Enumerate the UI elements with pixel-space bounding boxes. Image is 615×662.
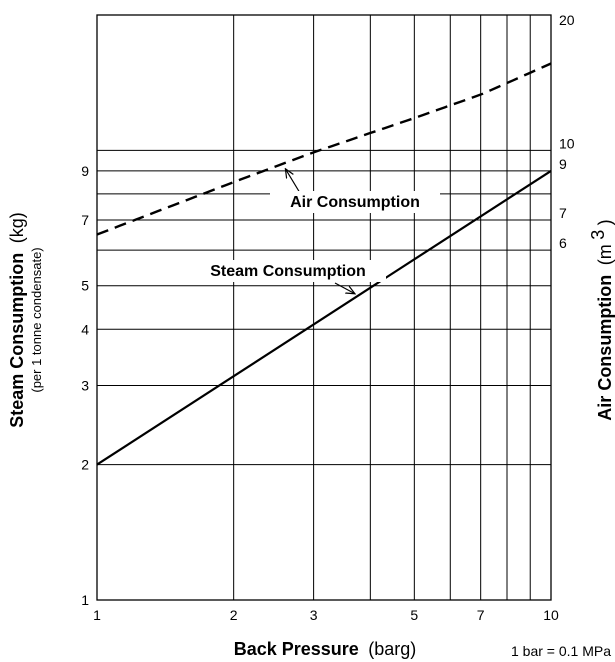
left-tick-label: 9: [81, 163, 89, 179]
left-tick-label: 3: [81, 377, 89, 393]
x-tick-label: 1: [93, 607, 101, 623]
tick-labels: 1 2 3 5 7 10 1 2 3 4 5 7 9 6 7 9 10 20: [81, 12, 575, 623]
series-layer: [96, 62, 552, 466]
left-axis-label: Steam Consumption (kg): [7, 212, 27, 427]
right-tick-label: 10: [559, 135, 575, 151]
series-line-air-consumption: [96, 62, 552, 236]
left-tick-label: 4: [81, 321, 89, 337]
unit-note: 1 bar = 0.1 MPa: [511, 643, 611, 659]
x-tick-label: 5: [410, 607, 418, 623]
x-tick-label: 2: [230, 607, 238, 623]
annotation-label: Air Consumption: [290, 194, 420, 211]
annotation-bg: [190, 260, 386, 282]
right-tick-label: 6: [559, 235, 567, 251]
right-axis-label: Air Consumption (m 3 ): [588, 219, 615, 420]
annotation-label: Steam Consumption: [210, 263, 366, 280]
x-axis-label: Back Pressure (barg): [234, 639, 417, 659]
annotation-bg: [270, 191, 440, 213]
left-tick-label: 5: [81, 278, 89, 294]
plot-frame: [96, 14, 552, 601]
grid: [96, 14, 552, 601]
right-tick-label: 7: [559, 205, 567, 221]
annotation-layer: Air Consumption Steam Consumption: [190, 169, 440, 294]
left-tick-label: 2: [81, 457, 89, 473]
series-line-steam-consumption: [96, 169, 552, 466]
annotation-arrow: [334, 282, 355, 294]
annotation-arrow: [285, 169, 301, 194]
left-tick-label: 7: [81, 212, 89, 228]
left-tick-label: 1: [81, 592, 89, 608]
right-tick-label: 20: [559, 12, 575, 28]
right-tick-label: 9: [559, 156, 567, 172]
x-tick-label: 10: [543, 607, 559, 623]
left-axis-sublabel: (per 1 tonne condensate): [29, 247, 44, 392]
x-tick-label: 7: [477, 607, 485, 623]
x-tick-label: 3: [310, 607, 318, 623]
